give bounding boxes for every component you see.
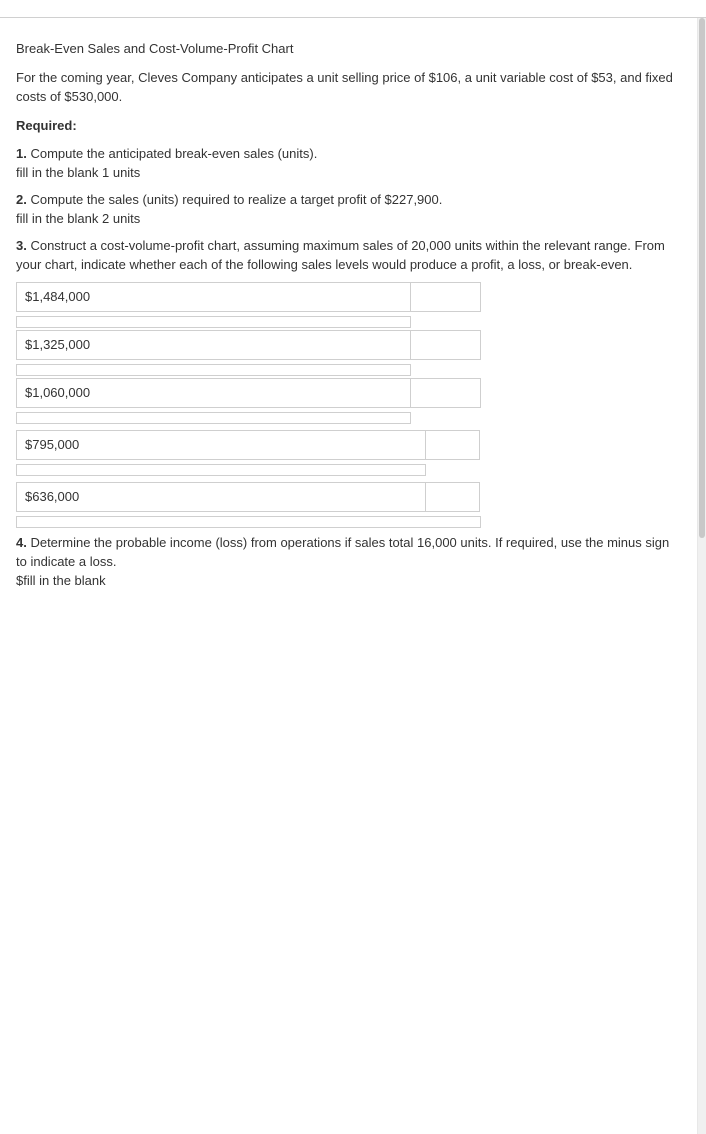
answer-input[interactable] (425, 430, 480, 460)
required-label: Required: (16, 117, 681, 136)
answer-input[interactable] (411, 378, 481, 408)
question-2-text: Compute the sales (units) required to re… (27, 192, 443, 207)
table-row: $1,484,000 (16, 282, 681, 328)
table-row: $1,325,000 (16, 330, 681, 376)
sales-value-cell: $1,060,000 (16, 378, 411, 408)
question-3: 3. Construct a cost-volume-profit chart,… (16, 237, 681, 275)
scrollbar-thumb[interactable] (699, 18, 705, 538)
table-row: $1,060,000 (16, 378, 681, 424)
question-2-sub: fill in the blank 2 units (16, 211, 140, 226)
page-container: Break-Even Sales and Cost-Volume-Profit … (0, 0, 706, 1134)
question-4-sub: $fill in the blank (16, 573, 106, 588)
content: Break-Even Sales and Cost-Volume-Profit … (0, 18, 697, 615)
question-1-sub: fill in the blank 1 units (16, 165, 140, 180)
spacer-cell (16, 464, 426, 476)
question-1-text: Compute the anticipated break-even sales… (27, 146, 318, 161)
answer-input[interactable] (425, 482, 480, 512)
sales-value-cell: $636,000 (16, 482, 426, 512)
question-4-num: 4. (16, 535, 27, 550)
scrollbar-track[interactable] (698, 18, 706, 1134)
spacer-cell (16, 412, 411, 424)
sales-value-cell: $1,325,000 (16, 330, 411, 360)
answer-input[interactable] (411, 330, 481, 360)
question-2: 2. Compute the sales (units) required to… (16, 191, 681, 229)
table-row: $795,000 (16, 426, 681, 476)
answer-input[interactable] (411, 282, 481, 312)
table-row: $636,000 (16, 478, 681, 512)
question-4: 4. Determine the probable income (loss) … (16, 534, 681, 591)
question-3-num: 3. (16, 238, 27, 253)
question-3-text: Construct a cost-volume-profit chart, as… (16, 238, 665, 272)
top-bar (0, 0, 706, 18)
spacer-cell (16, 516, 481, 528)
question-1: 1. Compute the anticipated break-even sa… (16, 145, 681, 183)
page-title: Break-Even Sales and Cost-Volume-Profit … (16, 40, 681, 59)
sales-value-cell: $795,000 (16, 430, 426, 460)
intro-paragraph: For the coming year, Cleves Company anti… (16, 69, 681, 107)
spacer-cell (16, 364, 411, 376)
question-2-num: 2. (16, 192, 27, 207)
sales-value-cell: $1,484,000 (16, 282, 411, 312)
sales-table: $1,484,000 $1,325,000 $1,060,000 (16, 282, 681, 528)
spacer-cell (16, 316, 411, 328)
question-4-text: Determine the probable income (loss) fro… (16, 535, 669, 569)
scroll-area[interactable]: Break-Even Sales and Cost-Volume-Profit … (0, 18, 698, 1134)
question-1-num: 1. (16, 146, 27, 161)
